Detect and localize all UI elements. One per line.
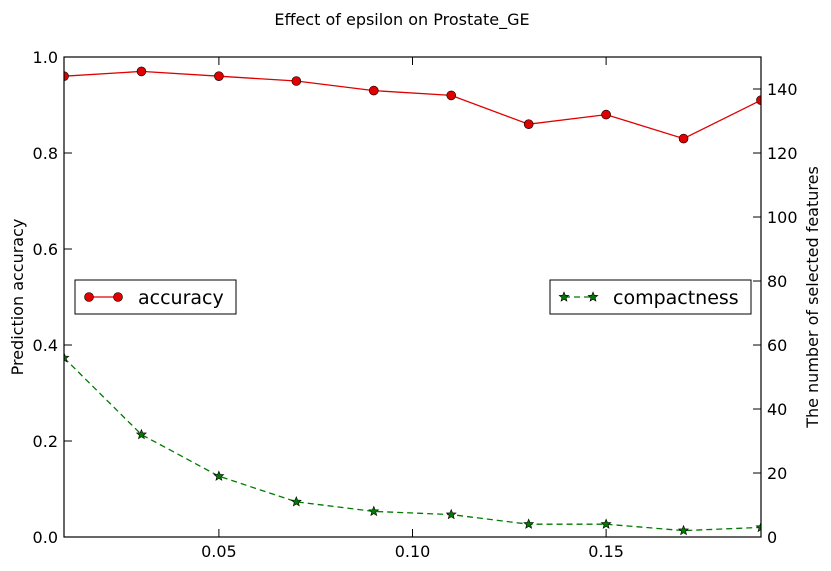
y-right-tick-label: 140 [767, 80, 798, 99]
y-left-tick-label: 0.0 [33, 528, 58, 547]
accuracy-point [291, 76, 302, 86]
legend-compactness-box [549, 279, 752, 315]
compactness-point [290, 495, 302, 507]
y-right-tick-label: 0 [767, 528, 777, 547]
plot-area [64, 66, 761, 536]
x-tick-label: 0.10 [395, 542, 431, 561]
accuracy-point [601, 109, 611, 120]
accuracy-point [214, 71, 224, 81]
accuracy-point [756, 95, 761, 105]
legend-accuracy: accuracy [74, 279, 237, 315]
axis-ticks: 0.05 0.10 0.15 0.0 0.2 0.4 0.6 0.8 1.0 0 20 40 60 80 1… [33, 48, 798, 561]
compactness-point [755, 521, 761, 533]
y-right-tick-label: 40 [767, 400, 787, 419]
y-right-tick-label: 120 [767, 144, 798, 163]
y-left-tick-label: 0.2 [33, 432, 58, 451]
x-tick-label: 0.15 [588, 542, 624, 561]
compactness-point [64, 351, 70, 363]
compactness-series-line [64, 357, 761, 532]
y-right-tick-label: 60 [767, 336, 787, 355]
legend-compactness-marker-icon [558, 291, 570, 302]
legend-accuracy-marker-icon [84, 292, 94, 302]
legend-compactness-marker-icon [587, 291, 599, 302]
accuracy-series-line [64, 70, 761, 140]
y-right-tick-label: 20 [767, 464, 787, 483]
y-left-tick-label: 0.6 [33, 240, 58, 259]
compactness-point [135, 428, 147, 440]
legend-accuracy-label: accuracy [138, 287, 224, 309]
accuracy-point [136, 66, 147, 77]
accuracy-point [368, 85, 379, 96]
y-left-tick-label: 0.8 [33, 144, 58, 163]
x-tick-label: 0.05 [201, 542, 237, 561]
chart-title: Effect of epsilon on Prostate_GE [274, 10, 529, 30]
accuracy-point [446, 90, 457, 101]
accuracy-point [678, 133, 689, 144]
y-right-tick-label: 100 [767, 208, 798, 227]
legend-compactness: compactness [549, 279, 752, 315]
compactness-point [678, 524, 690, 536]
y-left-tick-label: 0.4 [33, 336, 58, 355]
compactness-point [445, 508, 457, 520]
y-axis-left-label: Prediction accuracy [8, 219, 27, 376]
accuracy-point [523, 119, 534, 129]
legend-accuracy-marker-icon [113, 292, 123, 302]
legend-compactness-label: compactness [613, 287, 739, 309]
y-left-tick-label: 1.0 [33, 48, 58, 67]
compactness-point [213, 470, 225, 481]
y-axis-right-label: The number of selected features [803, 166, 822, 429]
y-right-tick-label: 80 [767, 272, 787, 291]
plot-frame [63, 56, 762, 538]
compactness-point [600, 518, 612, 529]
accuracy-point [64, 71, 69, 81]
series-layer [64, 66, 761, 536]
compactness-point [523, 518, 535, 529]
compactness-point [368, 505, 380, 517]
